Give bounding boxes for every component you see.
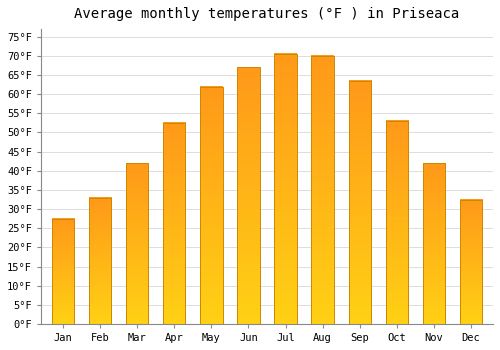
Bar: [422, 163, 445, 324]
Bar: [386, 121, 408, 324]
Bar: [89, 198, 112, 324]
Title: Average monthly temperatures (°F ) in Priseaca: Average monthly temperatures (°F ) in Pr…: [74, 7, 460, 21]
Bar: [52, 219, 74, 324]
Bar: [348, 81, 371, 324]
Bar: [200, 86, 222, 324]
Bar: [126, 163, 148, 324]
Bar: [312, 56, 334, 324]
Bar: [164, 123, 186, 324]
Bar: [238, 67, 260, 324]
Bar: [460, 199, 482, 324]
Bar: [274, 54, 296, 324]
